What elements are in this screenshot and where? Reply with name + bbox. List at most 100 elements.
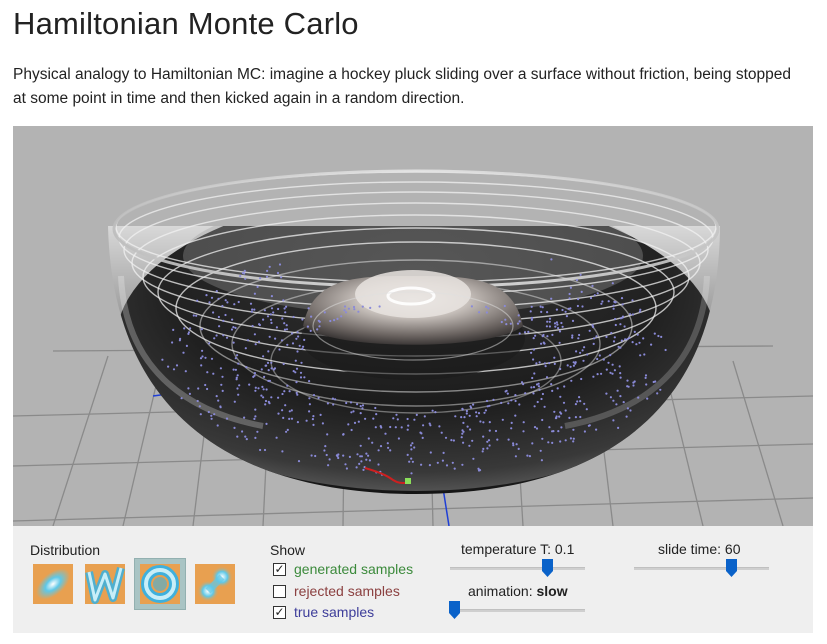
sample-dot	[654, 380, 657, 383]
animation-slider-thumb[interactable]	[449, 601, 461, 619]
sample-dot	[364, 417, 367, 420]
sample-dot	[612, 304, 615, 307]
sample-dot	[488, 429, 491, 432]
sample-dot	[246, 339, 250, 342]
sample-dot	[465, 412, 468, 415]
true-samples-checkbox[interactable]: ✓	[273, 605, 286, 619]
temperature-slider[interactable]	[450, 559, 585, 577]
sample-dot	[226, 301, 229, 304]
sample-dot	[238, 384, 241, 387]
sample-dot	[347, 423, 350, 426]
sample-dot	[256, 430, 259, 433]
sample-dot	[626, 407, 630, 410]
sample-dot	[323, 311, 326, 314]
sample-dot	[631, 299, 634, 302]
sample-dot	[345, 467, 348, 470]
sample-dot	[310, 315, 313, 318]
sample-dot	[609, 396, 613, 399]
sample-dot	[442, 451, 445, 454]
sample-dot	[466, 425, 469, 428]
slide-time-slider[interactable]	[634, 559, 769, 577]
sample-dot	[318, 325, 321, 328]
sample-dot	[555, 321, 559, 324]
sample-dot	[355, 466, 358, 469]
distribution-option-ring[interactable]	[134, 558, 186, 610]
sample-dot	[267, 369, 270, 372]
sample-dot	[225, 417, 229, 420]
ring-distribution-icon[interactable]	[140, 564, 180, 604]
sample-dot	[638, 341, 641, 344]
sample-dot	[553, 362, 556, 365]
sample-dot	[337, 456, 340, 460]
sample-dot	[436, 461, 439, 464]
distribution-option-bimodal[interactable]	[192, 561, 238, 607]
sample-dot	[536, 400, 539, 404]
sample-dot	[576, 400, 579, 403]
sample-dot	[441, 459, 444, 462]
sample-dot	[485, 305, 488, 308]
sample-dot	[224, 299, 227, 302]
sample-dot	[266, 315, 270, 318]
temperature-slider-thumb[interactable]	[542, 559, 554, 577]
sample-dot	[278, 348, 281, 351]
sample-dot	[377, 449, 380, 452]
sample-dot	[538, 361, 541, 364]
sample-dot	[477, 467, 480, 470]
sample-dot	[305, 419, 308, 422]
zigzag-distribution-icon[interactable]	[85, 564, 125, 604]
sample-dot	[410, 472, 413, 475]
sample-dot	[575, 350, 578, 353]
sample-dot	[563, 385, 566, 388]
distribution-option-zigzag[interactable]	[82, 561, 128, 607]
ellipse-distribution-icon[interactable]	[33, 564, 73, 604]
sample-dot	[593, 294, 596, 297]
distribution-option-ellipse[interactable]	[30, 561, 76, 607]
sample-dot	[453, 467, 456, 470]
sample-dot	[348, 455, 351, 458]
rejected-samples-checkbox[interactable]	[273, 585, 286, 598]
sample-dot	[646, 397, 649, 400]
bimodal-distribution-icon[interactable]	[195, 564, 235, 604]
sample-dot	[352, 305, 356, 309]
sample-dot	[510, 399, 513, 402]
sample-dot	[613, 300, 616, 303]
sample-dot	[277, 396, 280, 399]
animation-label-text: animation:	[468, 583, 537, 599]
sample-dot	[472, 403, 475, 406]
sample-dot	[286, 428, 289, 431]
sample-dot	[199, 357, 203, 360]
sample-dot	[574, 362, 577, 365]
sample-dot	[254, 415, 257, 418]
sample-dot	[560, 426, 563, 429]
sample-dot	[602, 358, 605, 361]
sample-dot	[362, 468, 365, 471]
sample-dot	[374, 426, 377, 429]
sample-dot	[509, 322, 512, 325]
sample-dot	[579, 273, 582, 276]
sample-dot	[543, 405, 546, 408]
sample-dot	[553, 356, 556, 359]
slide-time-slider-thumb[interactable]	[726, 559, 738, 577]
sample-dot	[572, 428, 575, 431]
sample-dot	[614, 317, 617, 321]
sample-dot	[653, 332, 656, 335]
sample-dot	[384, 432, 387, 435]
sample-dot	[266, 361, 270, 364]
generated-samples-label: generated samples	[294, 561, 414, 577]
animation-slider[interactable]	[449, 601, 585, 619]
sample-dot	[265, 275, 269, 278]
sample-dot	[269, 313, 272, 316]
sample-dot	[572, 361, 575, 364]
sample-dot	[582, 359, 585, 362]
sample-dot	[534, 334, 537, 337]
bowl-scene[interactable]	[13, 126, 813, 526]
rejected-samples-label: rejected samples	[294, 583, 400, 599]
sample-dot	[352, 410, 355, 413]
sample-dot	[400, 426, 403, 429]
generated-samples-checkbox[interactable]: ✓	[273, 562, 286, 576]
sample-dot	[232, 326, 235, 329]
sample-dot	[596, 357, 599, 361]
sample-dot	[494, 429, 498, 433]
3d-viewport[interactable]	[13, 126, 813, 526]
sample-dot	[517, 447, 520, 450]
